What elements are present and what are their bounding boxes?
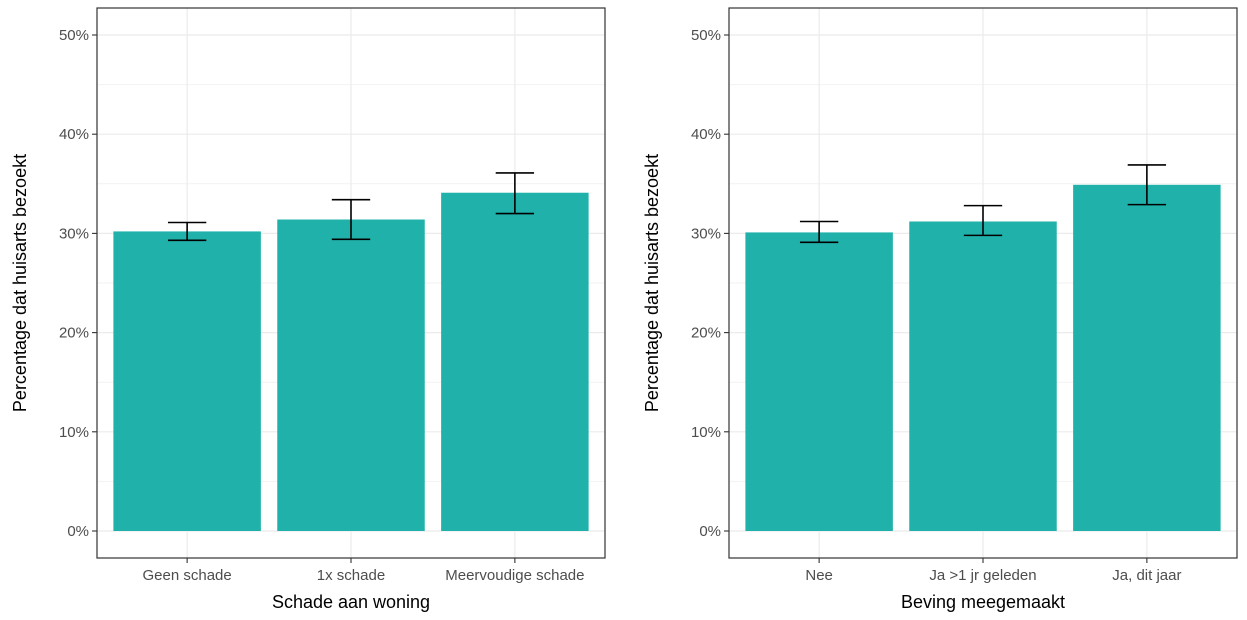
y-axis-title: Percentage dat huisarts bezoekt bbox=[642, 154, 662, 412]
x-tick-label: Geen schade bbox=[143, 567, 232, 584]
y-tick-label: 50% bbox=[59, 27, 89, 44]
x-axis-title: Schade aan woning bbox=[272, 592, 430, 612]
y-tick-label: 30% bbox=[691, 225, 721, 242]
y-tick-label: 0% bbox=[67, 523, 89, 540]
x-tick-label: 1x schade bbox=[317, 567, 385, 584]
y-tick-label: 20% bbox=[59, 325, 89, 342]
bar bbox=[909, 221, 1056, 531]
y-axis-title: Percentage dat huisarts bezoekt bbox=[10, 154, 30, 412]
x-tick-label: Nee bbox=[805, 567, 833, 584]
y-tick-label: 40% bbox=[59, 126, 89, 143]
y-tick-label: 0% bbox=[699, 523, 721, 540]
bar bbox=[441, 193, 588, 531]
bar bbox=[277, 220, 424, 531]
y-tick-label: 20% bbox=[691, 325, 721, 342]
y-tick-label: 50% bbox=[691, 27, 721, 44]
x-axis-title: Beving meegemaakt bbox=[901, 592, 1065, 612]
x-tick-label: Ja >1 jr geleden bbox=[929, 567, 1036, 584]
bar bbox=[745, 232, 892, 531]
x-tick-label: Meervoudige schade bbox=[445, 567, 584, 584]
y-tick-label: 10% bbox=[691, 424, 721, 441]
y-tick-label: 40% bbox=[691, 126, 721, 143]
y-tick-label: 10% bbox=[59, 424, 89, 441]
bar bbox=[113, 231, 260, 531]
x-tick-label: Ja, dit jaar bbox=[1112, 567, 1181, 584]
bar bbox=[1073, 185, 1220, 531]
y-tick-label: 30% bbox=[59, 225, 89, 242]
